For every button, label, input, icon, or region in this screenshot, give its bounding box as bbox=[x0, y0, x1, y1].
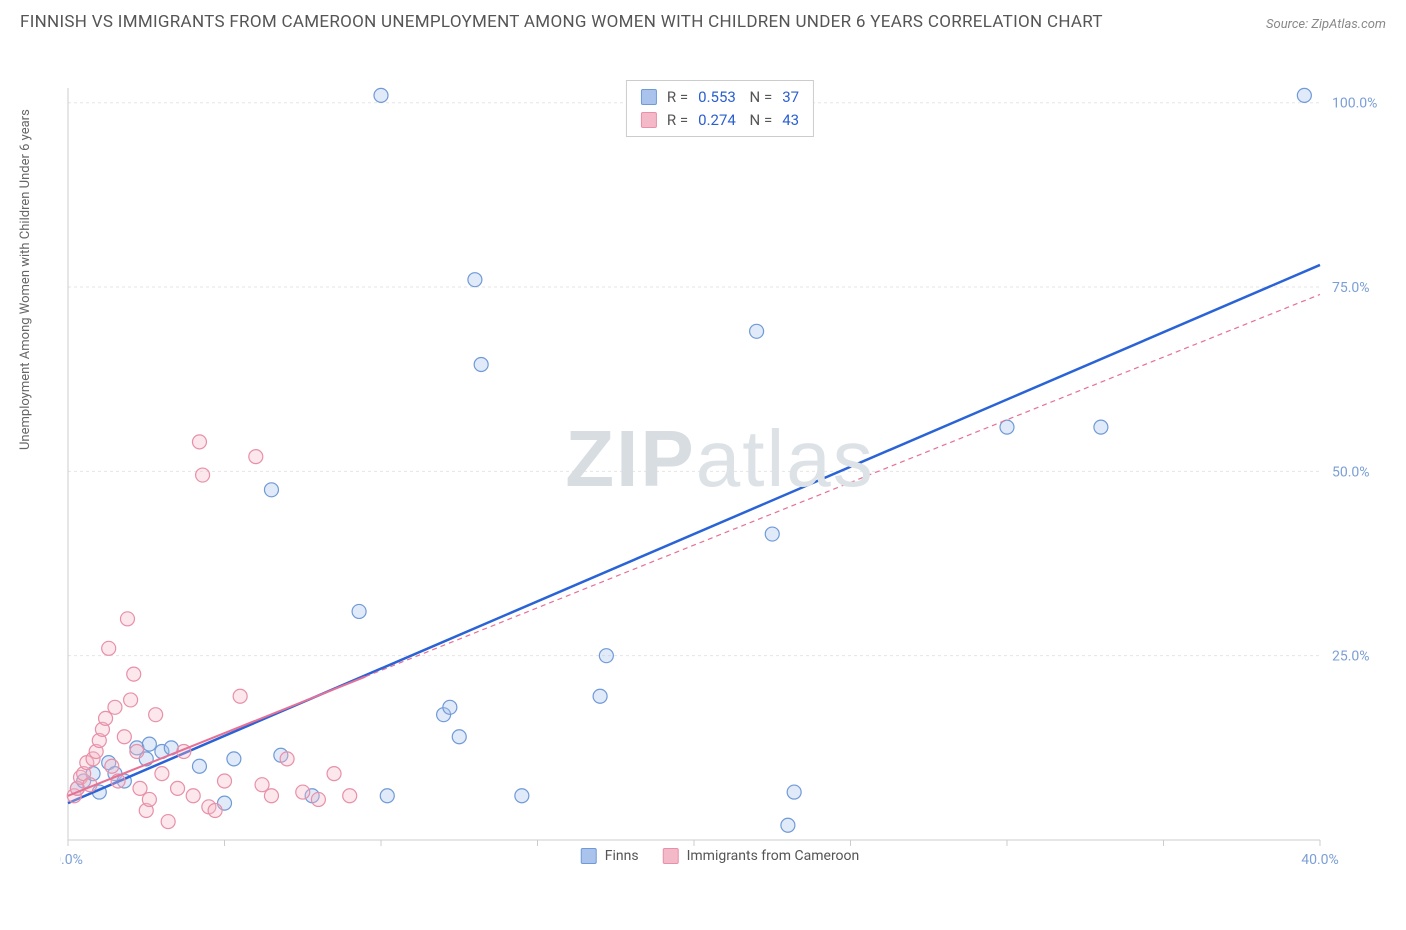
correlation-stats-box: R = 0.553 N = 37 R = 0.274 N = 43 bbox=[626, 80, 814, 137]
data-point-cameroon bbox=[327, 767, 341, 781]
data-point-cameroon bbox=[196, 468, 210, 482]
data-point-cameroon bbox=[105, 759, 119, 773]
legend-item-cameroon: Immigrants from Cameroon bbox=[663, 848, 860, 864]
data-point-finns bbox=[380, 789, 394, 803]
data-point-finns bbox=[264, 483, 278, 497]
swatch-finns bbox=[641, 89, 657, 105]
data-point-finns bbox=[468, 273, 482, 287]
data-point-finns bbox=[192, 759, 206, 773]
data-point-cameroon bbox=[192, 435, 206, 449]
source-label: Source: ZipAtlas.com bbox=[1266, 17, 1386, 36]
data-point-cameroon bbox=[161, 815, 175, 829]
r-value: 0.553 bbox=[698, 86, 736, 109]
data-point-finns bbox=[142, 737, 156, 751]
data-point-cameroon bbox=[218, 774, 232, 788]
y-tick-label: 25.0% bbox=[1332, 649, 1370, 665]
data-point-cameroon bbox=[311, 792, 325, 806]
n-value: 43 bbox=[782, 109, 799, 132]
data-point-cameroon bbox=[130, 745, 144, 759]
data-point-finns bbox=[1094, 420, 1108, 434]
chart-title: FINNISH VS IMMIGRANTS FROM CAMEROON UNEM… bbox=[20, 10, 1103, 36]
y-tick-label: 50.0% bbox=[1332, 464, 1370, 480]
data-point-finns bbox=[750, 324, 764, 338]
data-point-cameroon bbox=[343, 789, 357, 803]
data-point-cameroon bbox=[120, 612, 134, 626]
data-point-cameroon bbox=[117, 730, 131, 744]
data-point-finns bbox=[352, 604, 366, 618]
data-point-cameroon bbox=[142, 792, 156, 806]
legend-label: Finns bbox=[605, 848, 639, 864]
legend-swatch-cameroon bbox=[663, 848, 679, 864]
chart-svg: 25.0% 50.0% 75.0% 100.0% 0.0% 40.0% bbox=[60, 80, 1380, 870]
data-point-finns bbox=[227, 752, 241, 766]
data-point-finns bbox=[474, 357, 488, 371]
data-point-finns bbox=[599, 649, 613, 663]
data-point-finns bbox=[787, 785, 801, 799]
data-point-cameroon bbox=[255, 778, 269, 792]
data-point-cameroon bbox=[149, 708, 163, 722]
data-point-cameroon bbox=[133, 781, 147, 795]
x-tick-label: 0.0% bbox=[60, 852, 83, 868]
legend-item-finns: Finns bbox=[581, 848, 639, 864]
data-point-cameroon bbox=[249, 450, 263, 464]
header: FINNISH VS IMMIGRANTS FROM CAMEROON UNEM… bbox=[0, 0, 1406, 36]
n-label: N = bbox=[746, 86, 772, 109]
data-point-cameroon bbox=[186, 789, 200, 803]
data-point-finns bbox=[374, 88, 388, 102]
r-label: R = bbox=[667, 109, 688, 132]
stats-row-finns: R = 0.553 N = 37 bbox=[641, 86, 799, 109]
data-point-cameroon bbox=[280, 752, 294, 766]
data-point-finns bbox=[1297, 88, 1311, 102]
plot-area: 25.0%50.0%75.0%100.0%0.0%40.0% ZIPatlas … bbox=[60, 80, 1380, 870]
x-tick-label: 40.0% bbox=[1301, 852, 1339, 868]
data-point-cameroon bbox=[264, 789, 278, 803]
data-point-finns bbox=[443, 700, 457, 714]
data-point-finns bbox=[781, 818, 795, 832]
data-point-cameroon bbox=[208, 804, 222, 818]
data-point-cameroon bbox=[233, 689, 247, 703]
data-point-cameroon bbox=[296, 785, 310, 799]
legend-swatch-finns bbox=[581, 848, 597, 864]
y-tick-label: 75.0% bbox=[1332, 280, 1370, 296]
y-tick-label: 100.0% bbox=[1332, 96, 1377, 112]
data-point-cameroon bbox=[127, 667, 141, 681]
swatch-cameroon bbox=[641, 112, 657, 128]
r-value: 0.274 bbox=[698, 109, 736, 132]
trend-line-cameroon bbox=[68, 677, 365, 796]
data-point-finns bbox=[515, 789, 529, 803]
data-point-finns bbox=[765, 527, 779, 541]
data-point-finns bbox=[452, 730, 466, 744]
trend-line-finns bbox=[68, 265, 1320, 803]
data-point-finns bbox=[593, 689, 607, 703]
bottom-legend: Finns Immigrants from Cameroon bbox=[581, 848, 860, 864]
data-point-cameroon bbox=[108, 700, 122, 714]
y-axis-label: Unemployment Among Women with Children U… bbox=[18, 109, 33, 450]
data-point-cameroon bbox=[102, 641, 116, 655]
legend-label: Immigrants from Cameroon bbox=[687, 848, 860, 864]
data-point-cameroon bbox=[99, 711, 113, 725]
n-value: 37 bbox=[782, 86, 799, 109]
stats-row-cameroon: R = 0.274 N = 43 bbox=[641, 109, 799, 132]
data-point-cameroon bbox=[155, 767, 169, 781]
n-label: N = bbox=[746, 109, 772, 132]
data-point-cameroon bbox=[124, 693, 138, 707]
trend-line-cameroon-dashed bbox=[365, 294, 1320, 676]
data-point-cameroon bbox=[171, 781, 185, 795]
r-label: R = bbox=[667, 86, 688, 109]
